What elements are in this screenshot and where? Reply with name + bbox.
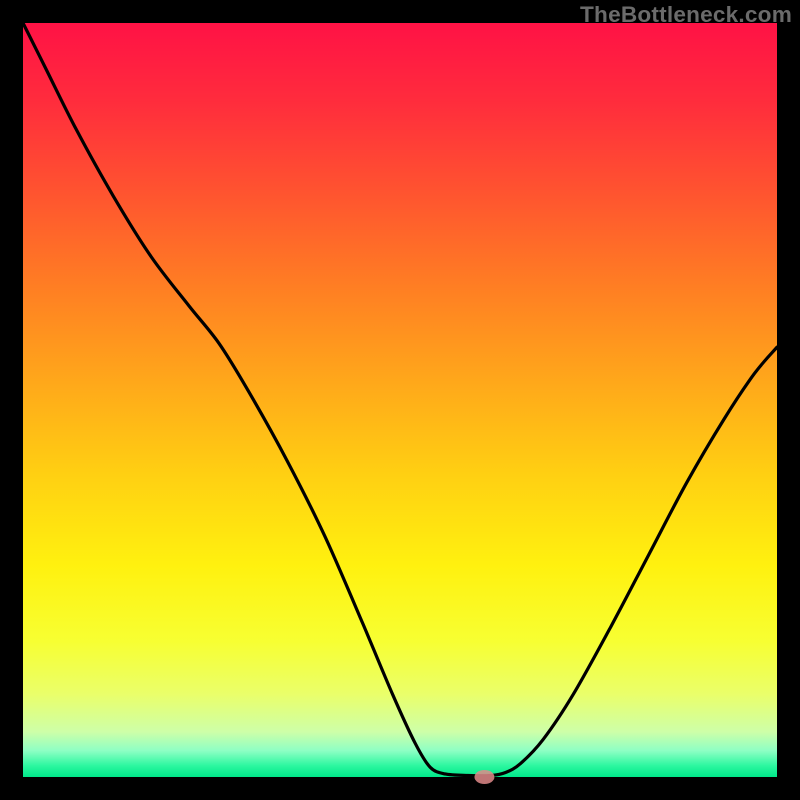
chart-frame: TheBottleneck.com bbox=[0, 0, 800, 800]
watermark-text: TheBottleneck.com bbox=[580, 2, 792, 28]
plot-gradient-rect bbox=[23, 23, 777, 777]
optimal-point-marker bbox=[474, 770, 494, 784]
bottleneck-curve-chart bbox=[0, 0, 800, 800]
